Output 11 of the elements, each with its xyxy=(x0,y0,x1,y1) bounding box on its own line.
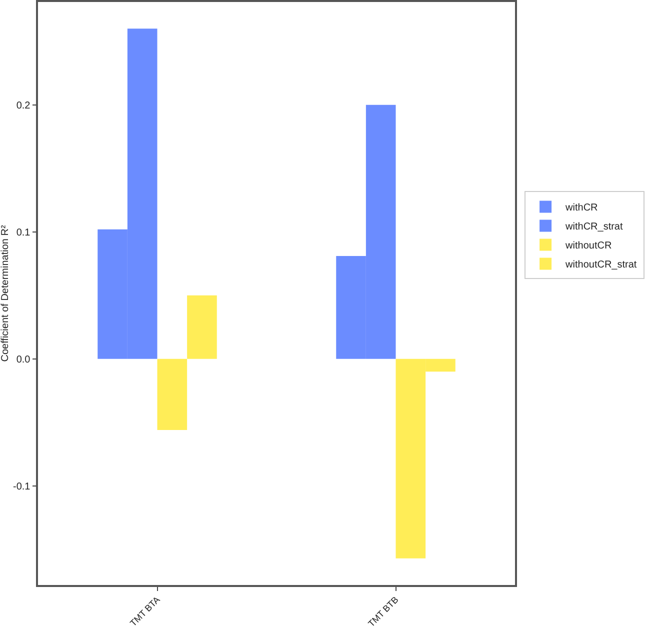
y-axis-title: Coefficient of Determination R² xyxy=(0,224,11,362)
legend-label: withCR_strat xyxy=(564,222,623,233)
y-tick-label: 0.1 xyxy=(16,227,31,238)
y-tick-label: 0.2 xyxy=(16,100,31,112)
y-tick-label: 0.0 xyxy=(16,354,31,366)
y-tick-label: -0.1 xyxy=(13,481,31,492)
bar xyxy=(157,358,188,430)
bar xyxy=(187,295,217,359)
legend-label: withCR xyxy=(564,202,598,214)
legend-label: withoutCR_strat xyxy=(564,260,637,271)
legend-label: withoutCR xyxy=(564,240,612,252)
